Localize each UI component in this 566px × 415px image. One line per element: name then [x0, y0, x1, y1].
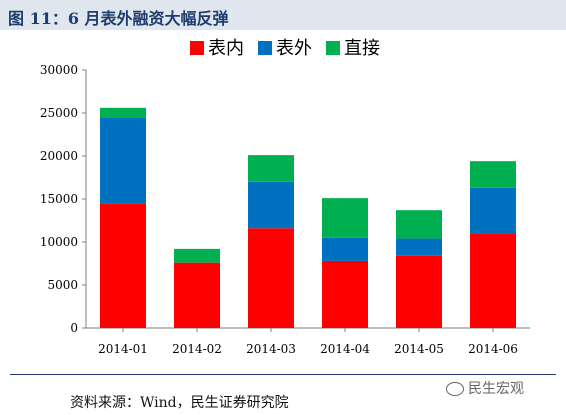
figure-title: 图 11：6 月表外融资大幅反弹: [8, 9, 229, 28]
x-tick-label: 2014-06: [468, 342, 518, 356]
watermark: 民生宏观: [446, 378, 524, 398]
bar-segment-3-5: [396, 210, 442, 239]
x-tick-label: 2014-05: [394, 342, 444, 356]
bar-segment-3-4: [322, 198, 368, 238]
bar-segment-1-5: [396, 255, 442, 328]
title-bar: 图 11：6 月表外融资大幅反弹: [0, 0, 566, 30]
legend-swatch-3: [326, 41, 340, 55]
x-tick-label: 2014-04: [320, 342, 370, 356]
legend-swatch-1: [190, 41, 204, 55]
bar-segment-1-2: [174, 262, 220, 328]
legend: 表内 表外 直接: [190, 38, 380, 59]
bar-segment-1-6: [470, 233, 516, 328]
bar-segment-1-3: [248, 228, 294, 328]
bar-segment-3-6: [470, 161, 516, 188]
y-tick-label: 30000: [40, 63, 78, 77]
tick-labels: 0 5000 10000 15000 20000 25000 30000 2014-01 201…: [40, 63, 518, 356]
bar-segment-2-4: [322, 237, 368, 261]
bar-segment-3-2: [174, 248, 220, 263]
bar-segment-1-1: [100, 203, 146, 328]
bar-segment-3-1: [100, 107, 146, 118]
legend-label-3: 直接: [344, 38, 380, 59]
y-tick-label: 20000: [40, 149, 78, 163]
legend-label-2: 表外: [276, 38, 312, 59]
bar-segment-1-4: [322, 260, 368, 328]
x-tick-label: 2014-02: [172, 342, 222, 356]
y-tick-label: 0: [70, 321, 78, 335]
watermark-text: 民生宏观: [468, 381, 524, 397]
y-tick-label: 25000: [40, 106, 78, 120]
legend-swatch-2: [258, 41, 272, 55]
x-tick-label: 2014-03: [246, 342, 296, 356]
bar-segment-2-6: [470, 187, 516, 234]
x-tick-label: 2014-01: [98, 342, 148, 356]
source-note: 资料来源：Wind，民生证券研究院: [70, 395, 289, 411]
wechat-icon: [446, 382, 464, 396]
stacked-bar-chart: 表内 表外 直接 0 5000 10000 15000 20000 25000 30000 201…: [40, 38, 530, 356]
bar-segment-3-3: [248, 155, 294, 182]
chart-axes: [82, 69, 530, 332]
y-tick-label: 5000: [47, 278, 78, 292]
bar-segment-2-3: [248, 181, 294, 229]
bar-segment-2-1: [100, 117, 146, 204]
bar-segment-2-5: [396, 238, 442, 256]
bars: [100, 107, 516, 328]
y-tick-label: 10000: [40, 235, 78, 249]
y-tick-label: 15000: [40, 192, 78, 206]
legend-label-1: 表内: [208, 38, 244, 59]
source-divider: [10, 374, 556, 375]
